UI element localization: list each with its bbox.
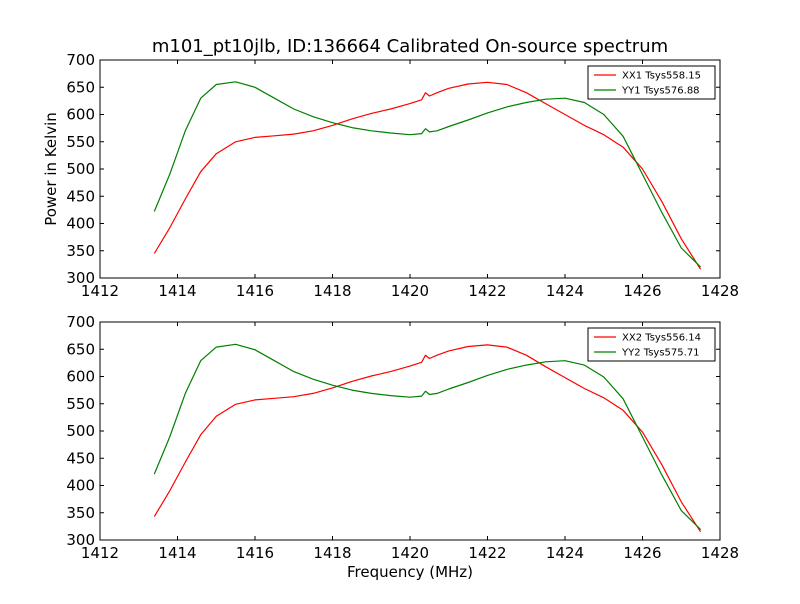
y-tick-label: 350 <box>66 242 95 260</box>
x-tick-label: 1428 <box>701 282 739 300</box>
y-tick-label: 700 <box>66 313 95 331</box>
legend-entry: YY2 Tsys575.71 <box>621 348 700 359</box>
x-tick-label: 1426 <box>623 544 661 562</box>
x-tick-label: 1420 <box>391 282 429 300</box>
y-tick-label: 450 <box>66 449 95 467</box>
x-tick-label: 1424 <box>546 282 584 300</box>
x-tick-label: 1414 <box>158 544 196 562</box>
y-tick-label: 650 <box>66 78 95 96</box>
y-tick-label: 600 <box>66 368 95 386</box>
x-tick-label: 1412 <box>81 282 119 300</box>
y-tick-label: 400 <box>66 215 95 233</box>
y-tick-label: 500 <box>66 160 95 178</box>
y-tick-label: 700 <box>66 51 95 69</box>
legend-entry: XX2 Tsys556.14 <box>622 333 701 344</box>
top-spectrum-plot: m101_pt10jlb, ID:136664 Calibrated On-so… <box>42 36 739 300</box>
y-tick-label: 300 <box>66 531 95 549</box>
y-tick-label: 600 <box>66 106 95 124</box>
chart-title: m101_pt10jlb, ID:136664 Calibrated On-so… <box>152 36 668 57</box>
x-tick-label: 1416 <box>236 544 274 562</box>
x-tick-label: 1420 <box>391 544 429 562</box>
y-tick-label: 400 <box>66 477 95 495</box>
legend-box <box>587 327 716 362</box>
y-tick-label: 350 <box>66 504 95 522</box>
bottom-spectrum-plot: Frequency (MHz) 1412 1414 1416 1418 1420 1422… <box>66 313 739 581</box>
legend-box <box>587 65 716 100</box>
x-tick-label: 1422 <box>468 282 506 300</box>
x-tick-label: 1422 <box>468 544 506 562</box>
x-tick-label: 1424 <box>546 544 584 562</box>
x-tick-label: 1426 <box>623 282 661 300</box>
x-axis-label: Frequency (MHz) <box>347 563 473 581</box>
x-tick-label: 1418 <box>313 544 351 562</box>
x-tick-label: 1418 <box>313 282 351 300</box>
y-tick-label: 450 <box>66 187 95 205</box>
legend: XX1 Tsys558.15 YY1 Tsys576.88 <box>587 65 716 100</box>
x-tick-label: 1414 <box>158 282 196 300</box>
legend: XX2 Tsys556.14 YY2 Tsys575.71 <box>587 327 716 362</box>
legend-entry: YY1 Tsys576.88 <box>621 86 700 97</box>
y-tick-label: 550 <box>66 133 95 151</box>
series-line-xx1 <box>153 81 702 270</box>
x-tick-label: 1416 <box>236 282 274 300</box>
series-line-xx2 <box>153 344 702 533</box>
y-tick-label: 300 <box>66 269 95 287</box>
series-line-yy2 <box>153 343 702 531</box>
legend-entry: XX1 Tsys558.15 <box>622 71 701 82</box>
y-tick-label: 500 <box>66 422 95 440</box>
x-tick-label: 1412 <box>81 544 119 562</box>
series-line-yy1 <box>153 81 702 268</box>
x-tick-label: 1428 <box>701 544 739 562</box>
y-tick-label: 550 <box>66 395 95 413</box>
y-axis-label: Power in Kelvin <box>42 112 60 226</box>
y-tick-label: 650 <box>66 340 95 358</box>
